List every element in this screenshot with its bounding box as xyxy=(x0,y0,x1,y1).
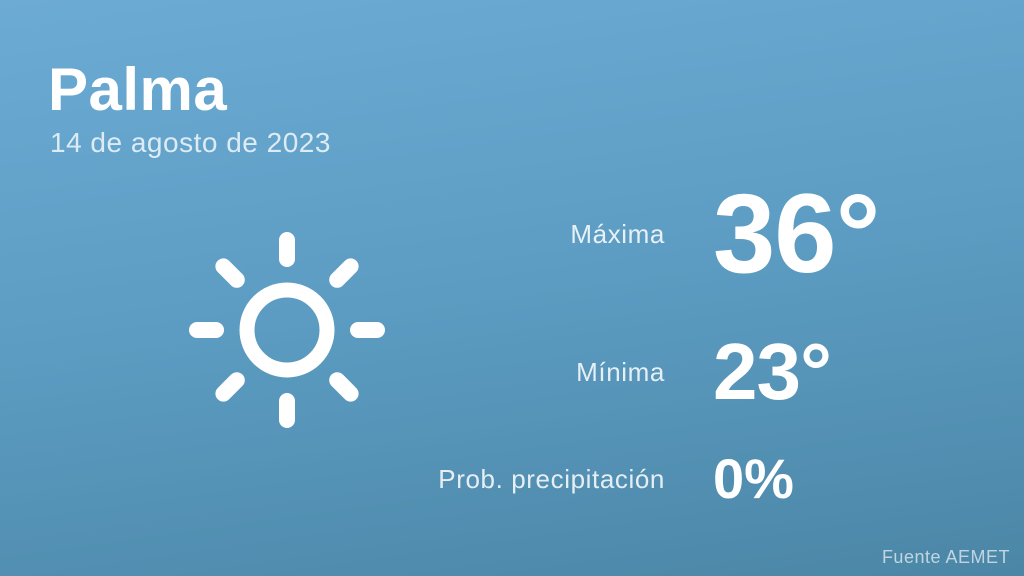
min-temp-row: Mínima 23° xyxy=(265,326,832,418)
precipitation-label: Prob. precipitación xyxy=(438,463,665,494)
city-title: Palma xyxy=(48,56,228,123)
source-credit: Fuente AEMET xyxy=(881,547,1010,567)
header: Palma 14 de agosto de 2023 xyxy=(48,58,331,159)
date-text: 14 de agosto de 2023 xyxy=(50,127,331,158)
min-temp-label: Mínima xyxy=(576,356,665,387)
sun-icon xyxy=(182,225,392,435)
max-temp-value: 36° xyxy=(713,171,880,296)
max-temp-label: Máxima xyxy=(570,218,665,249)
precipitation-row: Prob. precipitación 0% xyxy=(265,442,794,516)
max-temp-row: Máxima 36° xyxy=(265,171,880,296)
precipitation-value: 0% xyxy=(713,447,794,510)
min-temp-value: 23° xyxy=(713,327,832,416)
